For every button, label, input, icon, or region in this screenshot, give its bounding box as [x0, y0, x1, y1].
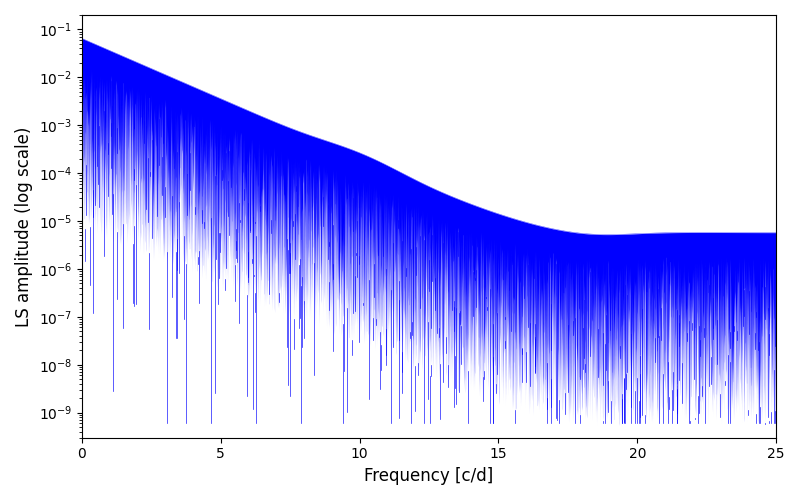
X-axis label: Frequency [c/d]: Frequency [c/d] — [364, 467, 494, 485]
Y-axis label: LS amplitude (log scale): LS amplitude (log scale) — [15, 126, 33, 326]
